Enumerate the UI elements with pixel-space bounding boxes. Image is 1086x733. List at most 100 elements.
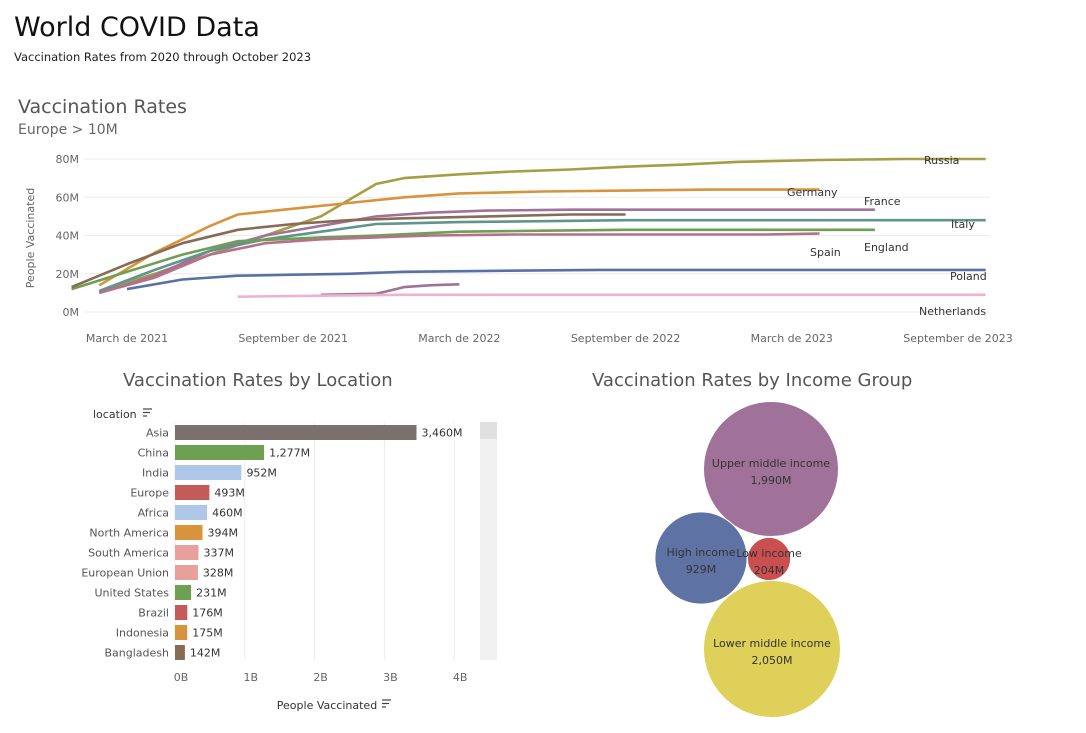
line-y-tick-label: 20M: [56, 268, 80, 281]
bar[interactable]: [175, 565, 198, 580]
bar-category-label: South America: [88, 547, 169, 560]
bubble-high-income[interactable]: High income 929M: [654, 511, 748, 605]
bar-category-label: European Union: [81, 567, 169, 580]
bubble-value: 929M: [686, 563, 717, 576]
bar-category-label: India: [142, 467, 169, 480]
bubble-low-income[interactable]: Low income 204M: [736, 536, 802, 582]
bar[interactable]: [175, 625, 188, 640]
line-series-germany[interactable]: [98, 188, 820, 287]
bar[interactable]: [175, 545, 199, 560]
bar[interactable]: [175, 645, 185, 660]
series-label-england: England: [864, 241, 909, 254]
bar-row[interactable]: South America 337M: [88, 545, 234, 560]
bar[interactable]: [175, 505, 208, 520]
bubble-name: High income: [666, 546, 735, 559]
line-x-tick-label: September de 2023: [903, 332, 1013, 345]
bar-row[interactable]: European Union 328M: [81, 565, 233, 580]
bar-category-label: Bangladesh: [105, 647, 170, 660]
bar[interactable]: [175, 425, 417, 440]
line-y-tick-label: 80M: [56, 153, 80, 166]
bar-value-label: 493M: [214, 487, 245, 500]
bar-row[interactable]: Bangladesh 142M: [105, 645, 221, 660]
bar-chart-title: Vaccination Rates by Location: [123, 370, 393, 391]
bar-row[interactable]: India 952M: [142, 465, 277, 480]
line-series-england[interactable]: [71, 228, 875, 291]
bar-row[interactable]: Brazil 176M: [138, 605, 223, 620]
line-x-tick-label: March de 2023: [751, 332, 833, 345]
line-chart-title: Vaccination Rates: [18, 96, 187, 118]
line-chart-subtitle: Europe > 10M: [18, 122, 118, 138]
line-x-tick-label: March de 2022: [418, 332, 500, 345]
line-series-poland[interactable]: [126, 268, 986, 291]
bar-chart-row-header: location: [93, 408, 137, 421]
bar-value-label: 328M: [203, 567, 234, 580]
bar-x-tick-label: 2B: [313, 671, 328, 684]
line-series-unlabeled[interactable]: [71, 213, 626, 289]
bar[interactable]: [175, 485, 210, 500]
line-series-netherlands[interactable]: [237, 293, 986, 298]
bar-x-tick-label: 0B: [174, 671, 189, 684]
line-chart-y-axis-title: People Vaccinated: [24, 188, 37, 288]
bar-value-label: 337M: [204, 547, 235, 560]
bar-value-label: 142M: [190, 647, 221, 660]
bar-category-label: North America: [89, 527, 169, 540]
series-label-france: France: [864, 195, 901, 208]
line-chart-y-ticks: 0M 20M 40M 60M 80M: [56, 153, 80, 319]
bar[interactable]: [175, 605, 188, 620]
bubble-value: 1,990M: [751, 474, 792, 487]
bubble-name: Low income: [736, 547, 802, 560]
bubble-lower-middle-income[interactable]: Lower middle income 2,050M: [703, 580, 841, 718]
bar-row[interactable]: China 1,277M: [138, 445, 311, 460]
bar-x-tick-label: 1B: [244, 671, 259, 684]
line-chart[interactable]: 0M 20M 40M 60M 80M March de 2021 September de…: [0, 0, 1086, 360]
bar-chart-grid: [174, 422, 455, 660]
bar[interactable]: [175, 445, 265, 460]
bar-value-label: 460M: [212, 507, 243, 520]
bubble-chart-bubbles[interactable]: Upper middle income 1,990M High income 929M…: [654, 401, 841, 718]
line-series-spain[interactable]: [98, 232, 820, 295]
bubble-chart-title: Vaccination Rates by Income Group: [592, 370, 913, 391]
bar-chart-scrollbar-thumb[interactable]: [480, 422, 497, 439]
bar-chart-rows[interactable]: Asia 3,460M China 1,277M India 952M Europe 493M…: [81, 425, 462, 660]
bar-category-label: China: [138, 447, 169, 460]
line-x-tick-label: March de 2021: [86, 332, 168, 345]
bar-row[interactable]: North America 394M: [89, 525, 238, 540]
bubble-circle[interactable]: [703, 401, 839, 537]
bar-row[interactable]: Africa 460M: [138, 505, 243, 520]
line-y-tick-label: 40M: [56, 230, 80, 243]
bar[interactable]: [175, 465, 242, 480]
bar-value-label: 1,277M: [269, 447, 310, 460]
bubble-circle[interactable]: [703, 580, 841, 718]
sort-icon[interactable]: [382, 699, 391, 708]
sort-icon[interactable]: [143, 408, 152, 417]
bubble-name: Upper middle income: [712, 457, 830, 470]
bar[interactable]: [175, 585, 192, 600]
bar-value-label: 394M: [208, 527, 239, 540]
bar-value-label: 175M: [192, 627, 223, 640]
bar-x-tick-label: 3B: [383, 671, 398, 684]
line-series-italy[interactable]: [98, 218, 986, 293]
bar-category-label: Africa: [138, 507, 169, 520]
bubble-circle[interactable]: [746, 536, 792, 582]
bar-category-label: Brazil: [138, 607, 169, 620]
bubble-circle[interactable]: [654, 511, 748, 605]
line-y-tick-label: 60M: [56, 191, 80, 204]
bar[interactable]: [175, 525, 203, 540]
bubble-upper-middle-income[interactable]: Upper middle income 1,990M: [703, 401, 839, 537]
series-label-germany: Germany: [787, 186, 838, 199]
bar-row[interactable]: Europe 493M: [130, 485, 245, 500]
bar-category-label: Indonesia: [116, 627, 169, 640]
dashboard-title: World COVID Data: [14, 12, 260, 43]
line-chart-series[interactable]: [71, 157, 986, 298]
series-label-netherlands: Netherlands: [919, 305, 986, 318]
bar-value-label: 176M: [192, 607, 223, 620]
series-label-spain: Spain: [810, 246, 841, 259]
series-label-italy: Italy: [951, 218, 975, 231]
bar-row[interactable]: Asia 3,460M: [146, 425, 463, 440]
bar-chart-scrollbar-track[interactable]: [480, 422, 497, 660]
line-series-unlabeled[interactable]: [320, 283, 460, 297]
bar-value-label: 3,460M: [422, 427, 463, 440]
bar-row[interactable]: United States 231M: [95, 585, 227, 600]
bar-row[interactable]: Indonesia 175M: [116, 625, 223, 640]
bar-category-label: United States: [95, 587, 170, 600]
